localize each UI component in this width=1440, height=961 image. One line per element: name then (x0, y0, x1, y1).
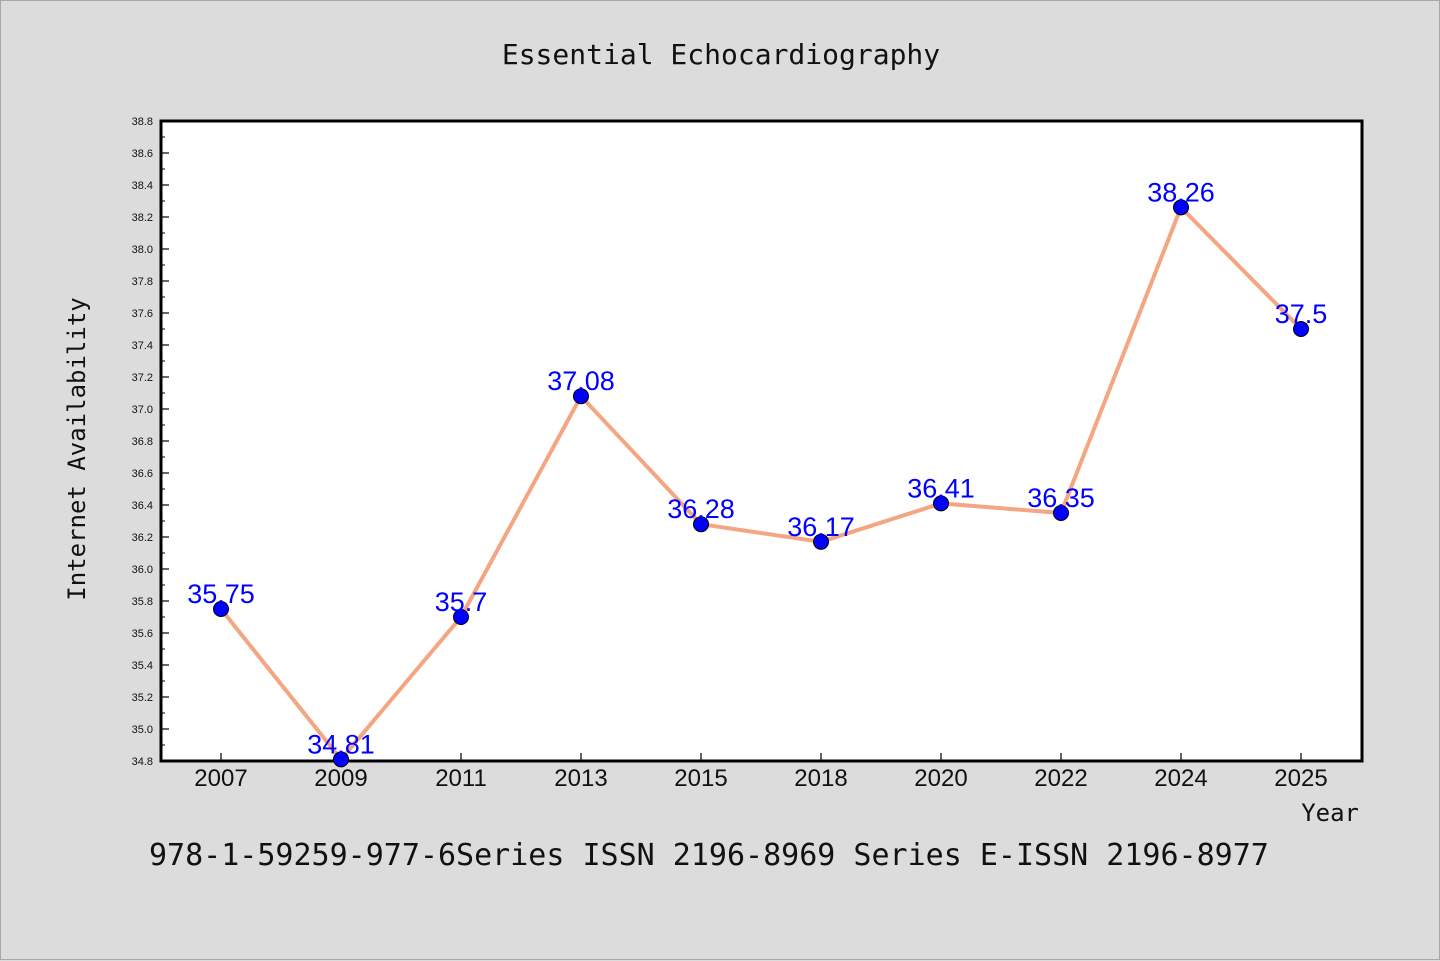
data-point (693, 516, 709, 533)
data-label: 36.35 (1027, 483, 1095, 513)
y-tick-label: 35.4 (132, 660, 153, 672)
y-tick-label: 36.0 (132, 564, 153, 576)
y-tick-label: 34.8 (132, 756, 153, 768)
data-point (813, 533, 829, 550)
x-tick-label: 2007 (194, 765, 247, 792)
data-point (573, 388, 589, 405)
y-tick-label: 37.2 (132, 372, 153, 384)
data-point (333, 751, 349, 768)
y-tick-label: 35.0 (132, 724, 153, 736)
y-tick-label: 36.6 (132, 468, 153, 480)
y-tick-label: 38.4 (132, 180, 153, 192)
y-tick-label: 37.8 (132, 276, 153, 288)
x-tick-label: 2024 (1154, 765, 1207, 792)
x-tick-label: 2009 (314, 765, 367, 792)
x-tick-label: 2025 (1274, 765, 1327, 792)
y-tick-label: 35.8 (132, 596, 153, 608)
data-label: 36.41 (907, 473, 975, 503)
x-tick-label: 2015 (674, 765, 727, 792)
y-tick-label: 36.8 (132, 436, 153, 448)
x-tick-label: 2022 (1034, 765, 1087, 792)
data-label: 38.26 (1147, 177, 1215, 207)
y-tick-label: 37.6 (132, 308, 153, 320)
y-axis: 34.8 35.0 35.2 35.4 35.6 35.8 36.0 36.2 36.4 36.6… (132, 116, 169, 768)
data-point (933, 495, 949, 512)
y-tick-label: 38.0 (132, 244, 153, 256)
x-tick-label: 2020 (914, 765, 967, 792)
footer-isbn-text: 978-1-59259-977-6Series ISSN 2196-8969 S… (149, 838, 1269, 873)
x-axis: 2007 2009 2011 2013 2015 2018 2020 2022 2024 2025 (194, 753, 1328, 792)
data-label: 35.7 (435, 587, 488, 617)
data-label: 36.28 (667, 494, 735, 524)
y-tick-label: 37.0 (132, 404, 153, 416)
data-point (453, 609, 469, 625)
y-tick-label: 37.4 (132, 340, 153, 352)
y-tick-label: 38.6 (132, 148, 153, 160)
x-axis-label: Year (1301, 799, 1359, 827)
y-tick-label: 38.8 (132, 116, 153, 128)
data-label: 36.17 (787, 512, 855, 542)
y-tick-label: 36.4 (132, 500, 153, 512)
data-label: 35.75 (187, 579, 255, 609)
data-point (213, 601, 229, 617)
data-label: 37.5 (1275, 299, 1328, 329)
data-label: 37.08 (547, 366, 615, 396)
data-points (213, 199, 1309, 768)
data-labels: 35.75 34.81 35.7 37.08 36.28 36.17 36.41 36.35 3… (187, 177, 1327, 759)
data-label: 34.81 (307, 729, 375, 759)
y-tick-label: 38.2 (132, 212, 153, 224)
data-point (1053, 505, 1069, 521)
x-tick-label: 2011 (435, 765, 487, 792)
y-axis-label: Internet Availability (63, 297, 91, 600)
x-tick-label: 2013 (554, 765, 607, 792)
series-line-group (219, 205, 1303, 762)
plot-area (159, 119, 1364, 763)
y-tick-label: 35.2 (132, 692, 153, 704)
data-point (1173, 199, 1189, 216)
series-line (219, 205, 1303, 762)
chart-title: Essential Echocardiography (502, 38, 940, 71)
x-tick-label: 2018 (794, 765, 847, 792)
data-point (1293, 321, 1309, 337)
y-tick-label: 35.6 (132, 628, 153, 640)
y-tick-label: 36.2 (132, 532, 153, 544)
